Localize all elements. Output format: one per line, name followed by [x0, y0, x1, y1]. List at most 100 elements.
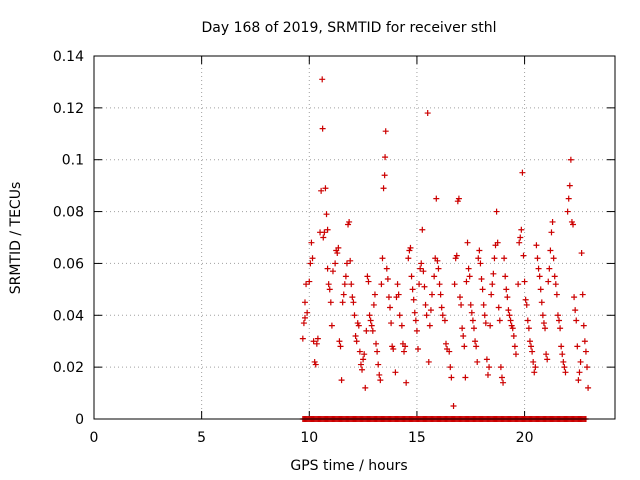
- data-point: [493, 208, 500, 215]
- data-point: [433, 195, 440, 202]
- data-point: [519, 169, 526, 176]
- data-point: [359, 366, 366, 373]
- data-point: [515, 281, 522, 288]
- data-point: [530, 358, 537, 365]
- data-point: [402, 343, 409, 350]
- data-point: [564, 208, 571, 215]
- x-tick-label: 10: [300, 430, 318, 446]
- data-point: [383, 265, 390, 272]
- data-point: [442, 340, 449, 347]
- data-point: [467, 301, 474, 308]
- data-point: [411, 309, 418, 316]
- data-point: [572, 307, 579, 314]
- y-tick-label: 0.06: [53, 256, 84, 272]
- data-point: [490, 270, 497, 277]
- data-point: [367, 317, 374, 324]
- data-point: [335, 244, 342, 251]
- data-point: [502, 273, 509, 280]
- data-point: [439, 312, 446, 319]
- data-point: [533, 242, 540, 249]
- data-point: [425, 358, 432, 365]
- data-point: [476, 247, 483, 254]
- data-point: [388, 320, 395, 327]
- data-point: [329, 268, 336, 275]
- y-tick-label: 0.14: [53, 49, 84, 65]
- data-point: [356, 348, 363, 355]
- data-point: [531, 369, 538, 376]
- data-point: [422, 301, 429, 308]
- data-point: [437, 291, 444, 298]
- data-point: [552, 281, 559, 288]
- data-point: [310, 338, 317, 345]
- data-point: [460, 333, 467, 340]
- data-point: [319, 125, 326, 132]
- data-point: [480, 301, 487, 308]
- data-point: [303, 281, 310, 288]
- data-point: [390, 345, 397, 352]
- data-point: [529, 348, 536, 355]
- data-point: [486, 364, 493, 371]
- data-point: [301, 314, 308, 321]
- data-point: [535, 265, 542, 272]
- data-point: [553, 291, 560, 298]
- data-point: [365, 278, 372, 285]
- data-point: [314, 335, 321, 342]
- data-point: [558, 343, 565, 350]
- data-point: [566, 182, 573, 189]
- data-point: [511, 343, 518, 350]
- data-point: [426, 322, 433, 329]
- data-point: [366, 312, 373, 319]
- data-point: [536, 273, 543, 280]
- data-point: [549, 218, 556, 225]
- data-point: [413, 327, 420, 334]
- data-point: [501, 255, 508, 262]
- data-point: [463, 278, 470, 285]
- data-point: [395, 291, 402, 298]
- data-point: [576, 369, 583, 376]
- data-point: [517, 234, 524, 241]
- data-point: [418, 260, 425, 267]
- data-point: [495, 304, 502, 311]
- x-axis-label: GPS time / hours: [290, 458, 407, 474]
- data-point: [364, 273, 371, 280]
- y-tick-label: 0.02: [53, 360, 84, 376]
- data-point: [574, 343, 581, 350]
- data-point: [500, 379, 507, 386]
- data-point: [385, 294, 392, 301]
- data-point: [537, 286, 544, 293]
- data-point: [551, 273, 558, 280]
- data-point: [353, 338, 360, 345]
- data-point: [512, 351, 519, 358]
- y-tick-label: 0.08: [53, 205, 84, 221]
- data-point: [538, 299, 545, 306]
- data-point: [325, 281, 332, 288]
- data-point: [374, 348, 381, 355]
- data-point: [405, 255, 412, 262]
- data-point: [368, 322, 375, 329]
- data-point: [453, 252, 460, 259]
- data-point: [375, 361, 382, 368]
- data-point: [320, 234, 327, 241]
- data-point: [478, 275, 485, 282]
- data-point: [575, 377, 582, 384]
- data-point: [343, 260, 350, 267]
- data-point: [326, 286, 333, 293]
- data-point: [559, 351, 566, 358]
- data-point: [475, 255, 482, 262]
- data-point: [342, 273, 349, 280]
- data-point: [561, 364, 568, 371]
- data-point: [484, 371, 491, 378]
- data-point: [324, 265, 331, 272]
- data-point: [328, 322, 335, 329]
- data-point: [516, 239, 523, 246]
- data-point: [534, 255, 541, 262]
- data-point: [544, 356, 551, 363]
- data-point: [419, 226, 426, 233]
- data-point: [579, 291, 586, 298]
- data-point: [577, 358, 584, 365]
- data-point: [557, 325, 564, 332]
- data-point: [465, 265, 472, 272]
- data-point: [462, 374, 469, 381]
- data-point: [509, 325, 516, 332]
- data-point: [573, 317, 580, 324]
